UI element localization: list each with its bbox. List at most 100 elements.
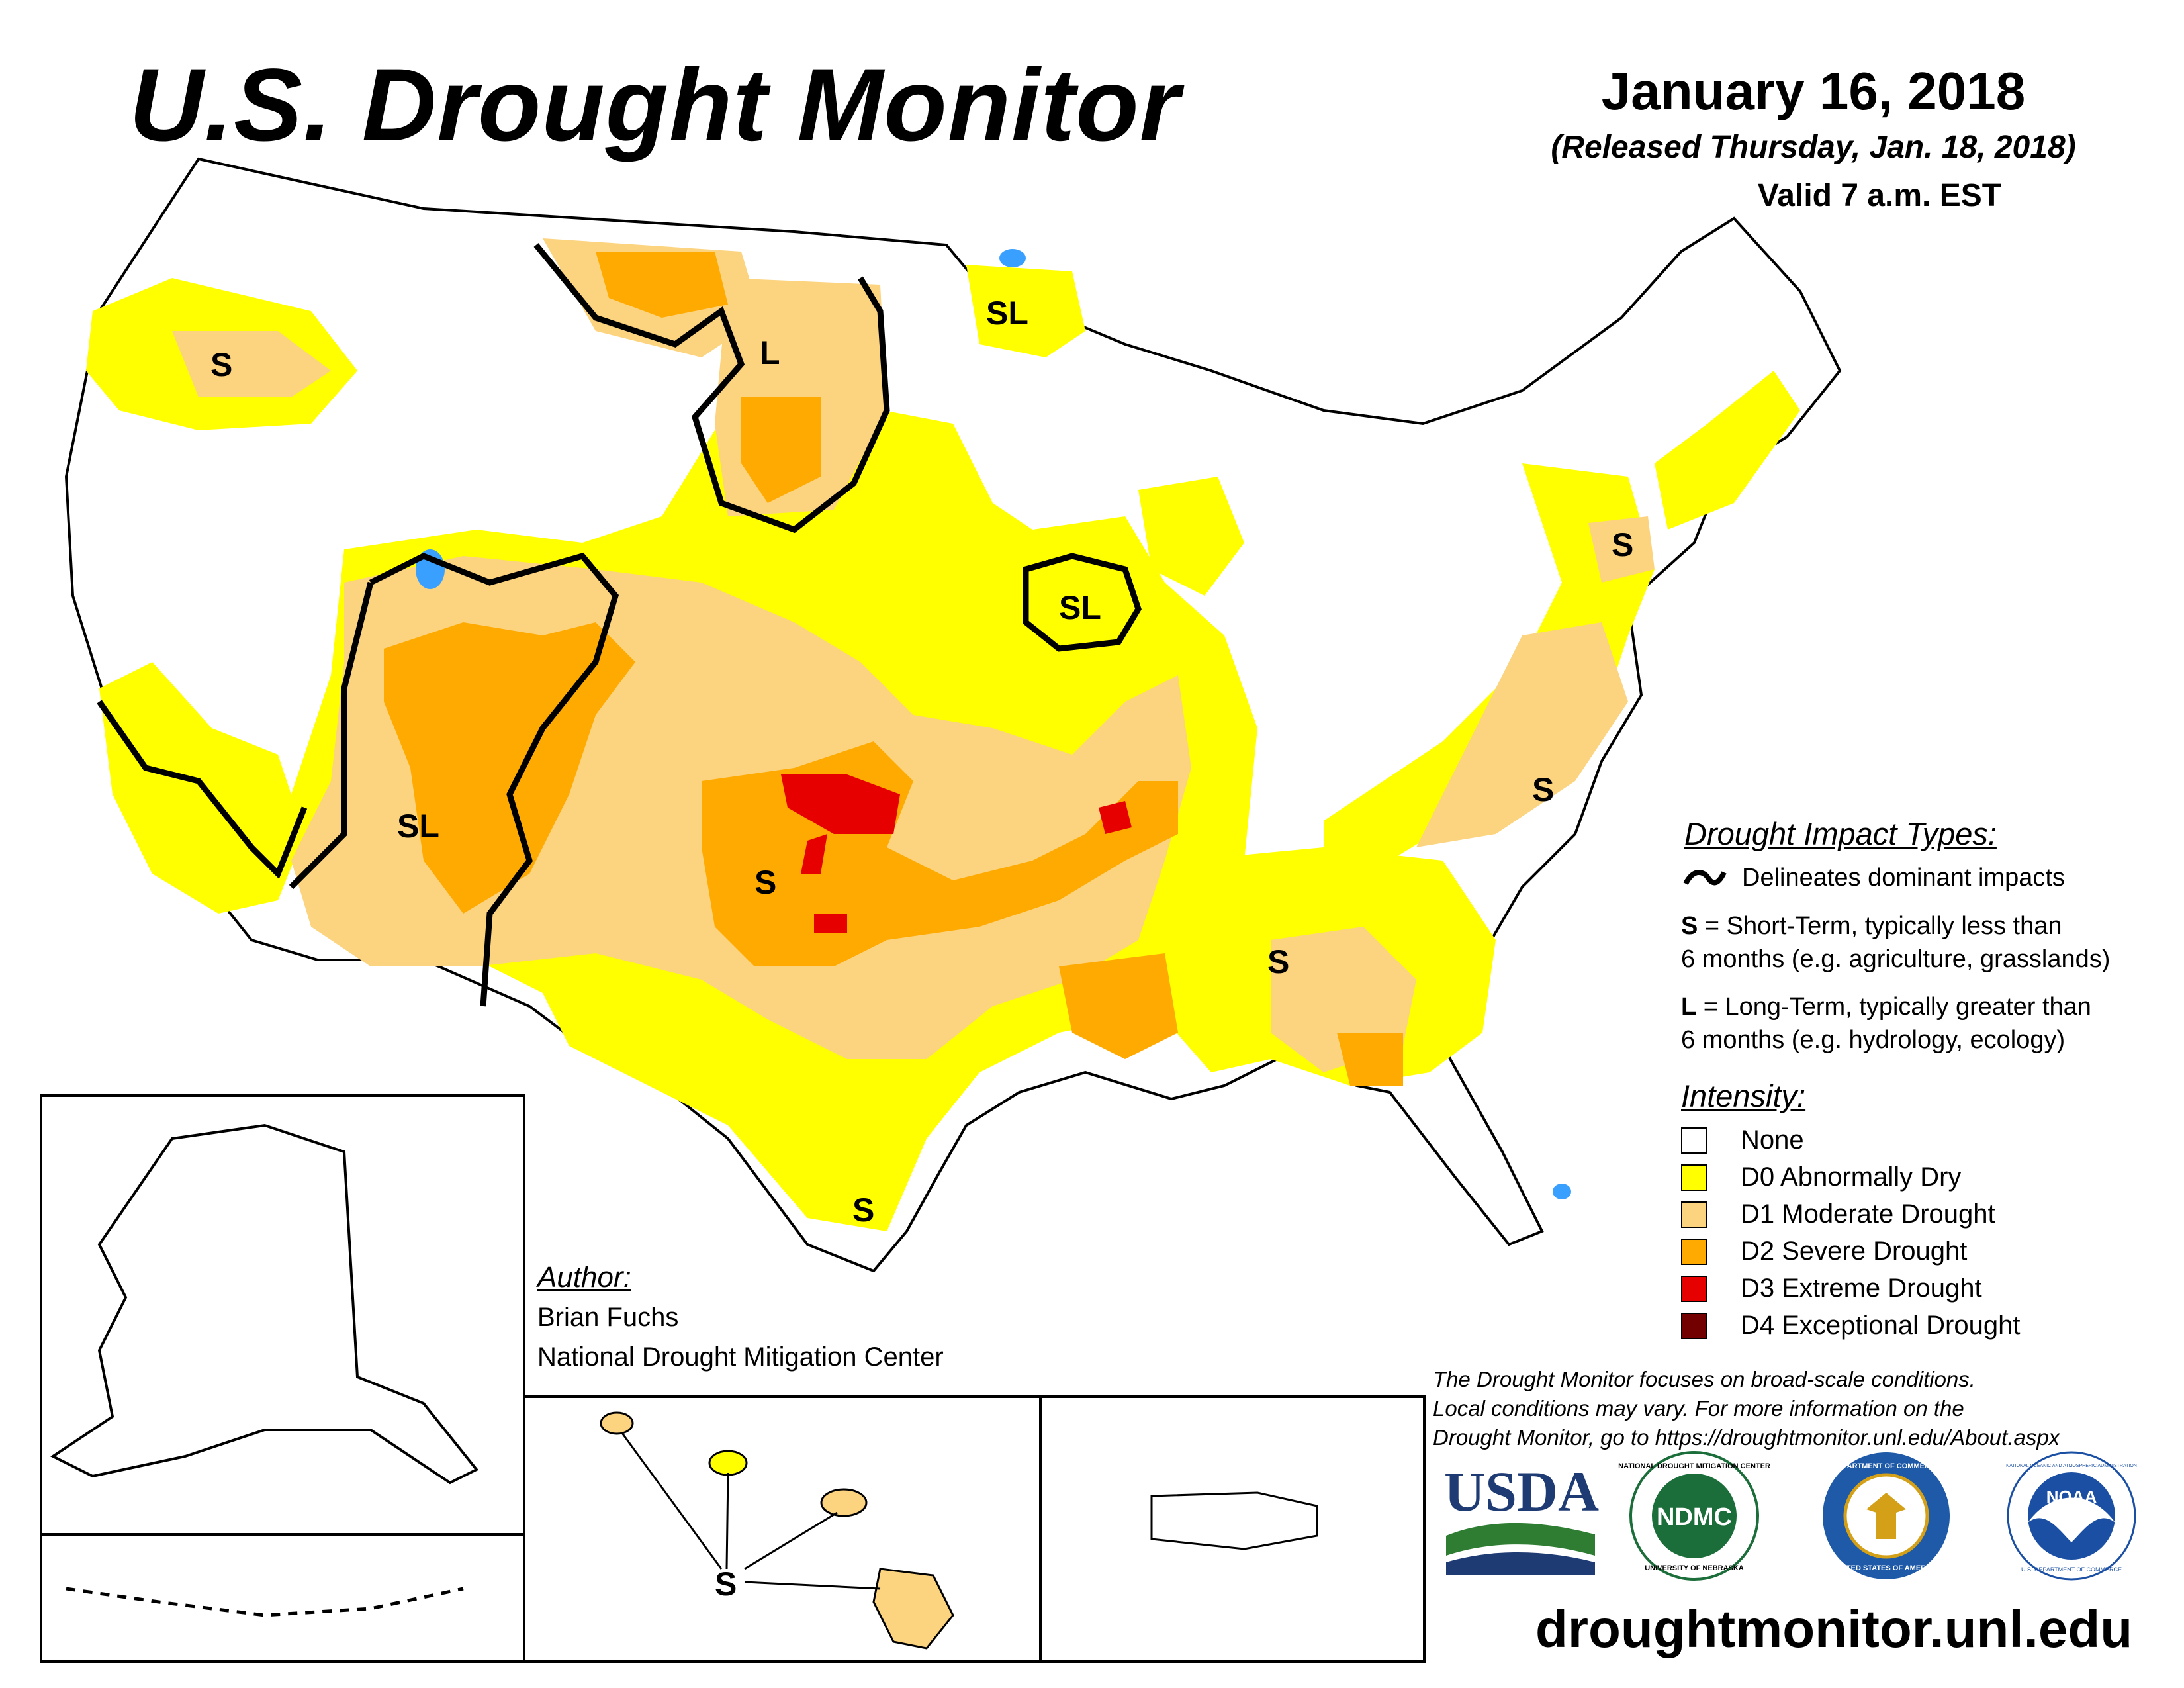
- noaa-wordmark: NOAA: [2046, 1487, 2097, 1507]
- usda-logo: USDA: [1444, 1460, 1599, 1575]
- impact-label: S: [210, 346, 232, 383]
- usda-swoosh: [1446, 1523, 1595, 1556]
- pointer-maui: [744, 1511, 838, 1570]
- d0-north-dakota: [966, 265, 1085, 357]
- hawaii-box: [523, 1395, 1042, 1663]
- legend-label: D2 Severe Drought: [1741, 1237, 1968, 1266]
- pointer-oahu: [725, 1472, 729, 1570]
- d0-new-england: [1655, 371, 1800, 530]
- legend-swatch: [1681, 1312, 1707, 1339]
- legend-item-d0: D0 Abnormally Dry: [1681, 1162, 1961, 1192]
- ndmc-ring-bottom: UNIVERSITY OF NEBRASKA: [1645, 1564, 1744, 1572]
- legend-item-d4: D4 Exceptional Drought: [1681, 1311, 2020, 1340]
- d1-oregon: [172, 331, 331, 397]
- d3-arkansas-missouri: [1099, 801, 1132, 834]
- impact-label: S: [715, 1566, 737, 1603]
- long-term-key: L: [1681, 993, 1697, 1021]
- noaa-logo: NOAA NATIONAL OCEANIC AND ATMOSPHERIC AD…: [2006, 1451, 2137, 1581]
- release-date: (Released Thursday, Jan. 18, 2018): [1551, 130, 2076, 165]
- d0-upper-midwest: [1138, 477, 1244, 596]
- puerto-rico-shape: [1150, 1491, 1318, 1550]
- impact-line-iowa: [1023, 553, 1142, 652]
- hawaii-big-island: [872, 1568, 954, 1650]
- d1-virginia-carolinas: [1416, 622, 1628, 847]
- commerce-ring-text: DEPARTMENT OF COMMERCE: [1833, 1462, 1940, 1470]
- long-term-text: = Long-Term, typically greater than: [1696, 993, 2091, 1021]
- d3-oklahoma-panhandle: [781, 774, 900, 834]
- commerce-logo: DEPARTMENT OF COMMERCE UNITED STATES OF …: [1823, 1452, 1950, 1579]
- pointer-big-island: [744, 1581, 881, 1590]
- impact-line-southwest: [369, 552, 619, 1007]
- impact-line-montana: [533, 243, 890, 534]
- legend-label: None: [1741, 1125, 1804, 1154]
- alaska-inset: [40, 1094, 525, 1663]
- d2-arkansas: [1059, 953, 1178, 1059]
- d0-east: [1324, 463, 1655, 861]
- legend-item-d2: D2 Severe Drought: [1681, 1237, 1967, 1266]
- noaa-bird-icon: [2028, 1497, 2115, 1542]
- impact-lines: [97, 243, 1142, 1007]
- impact-line-california: [97, 700, 308, 880]
- ndmc-logo: NDMC NATIONAL DROUGHT MITIGATION CENTER …: [1618, 1451, 1770, 1581]
- legend-swatch: [1681, 1164, 1707, 1191]
- disclaimer-line: The Drought Monitor focuses on broad-sca…: [1433, 1367, 1976, 1391]
- impact-label: SL: [397, 808, 439, 845]
- hawaii-oahu: [708, 1450, 748, 1476]
- legend-label: D0 Abnormally Dry: [1741, 1162, 1962, 1192]
- hawaii-pointer-lines: [621, 1432, 881, 1590]
- impact-label: SL: [986, 295, 1028, 332]
- impact-label: SL: [1059, 589, 1101, 626]
- short-term-description-2: 6 months (e.g. agriculture, grasslands): [1681, 945, 2111, 973]
- impact-label: L: [760, 334, 780, 371]
- disclaimer: The Drought Monitor focuses on broad-sca…: [1433, 1365, 2174, 1452]
- short-term-description: S = Short-Term, typically less than: [1681, 912, 2062, 941]
- intensity-legend-title: Intensity:: [1681, 1078, 1806, 1113]
- impact-label: S: [852, 1192, 874, 1229]
- author-title: Author:: [537, 1261, 631, 1293]
- legend-swatch: [1681, 1238, 1707, 1265]
- d3-regions: [781, 774, 1132, 933]
- usda-swoosh-lower: [1446, 1552, 1595, 1575]
- short-term-key: S: [1681, 912, 1698, 940]
- d2-dakota: [741, 397, 821, 503]
- impact-label: S: [754, 864, 776, 901]
- disclaimer-line: Local conditions may vary. For more info…: [1433, 1396, 1964, 1421]
- website-url[interactable]: droughtmonitor.unl.edu: [1535, 1599, 2133, 1658]
- hawaii-maui: [820, 1488, 868, 1517]
- valid-time: Valid 7 a.m. EST: [1757, 178, 2002, 213]
- map-date: January 16, 2018: [1601, 62, 2026, 120]
- author-name: Brian Fuchs: [537, 1303, 679, 1332]
- ndmc-wordmark: NDMC: [1657, 1503, 1732, 1531]
- noaa-ring-bottom: U.S. DEPARTMENT OF COMMERCE: [2021, 1566, 2122, 1573]
- d3-oklahoma-south: [814, 914, 847, 933]
- legend-label: D1 Moderate Drought: [1741, 1199, 1995, 1229]
- legend-item-d3: D3 Extreme Drought: [1681, 1274, 1982, 1303]
- commerce-ring-bottom: UNITED STATES OF AMERICA: [1834, 1564, 1938, 1572]
- long-term-description: L = Long-Term, typically greater than: [1681, 993, 2091, 1021]
- author-organization: National Drought Mitigation Center: [537, 1342, 944, 1372]
- map-title: U.S. Drought Monitor: [129, 48, 1181, 163]
- agency-logos: USDA NDMC NATIONAL DROUGHT MITIGATION CE…: [1444, 1451, 2137, 1581]
- puerto-rico-inset: [1039, 1395, 1426, 1663]
- legend-label: D4 Exceptional Drought: [1741, 1311, 2021, 1340]
- legend-item-none: None: [1681, 1125, 1804, 1155]
- impact-line-description: Delineates dominant impacts: [1742, 864, 2065, 892]
- long-term-description-2: 6 months (e.g. hydrology, ecology): [1681, 1026, 2066, 1054]
- usda-wordmark: USDA: [1444, 1460, 1599, 1523]
- disclaimer-line: Drought Monitor, go to https://droughtmo…: [1433, 1425, 2060, 1450]
- impact-line-symbol: [1683, 870, 1727, 886]
- legend-label: D3 Extreme Drought: [1741, 1274, 1982, 1303]
- hawaii-inset: S: [523, 1395, 1042, 1663]
- short-term-text: = Short-Term, typically less than: [1698, 912, 2062, 940]
- d2-montana: [596, 252, 728, 318]
- impact-line-utah: [289, 581, 374, 890]
- legend-swatch: [1681, 1275, 1707, 1302]
- d1-pennsylvania: [1588, 516, 1655, 583]
- lake-of-the-woods: [999, 249, 1026, 267]
- impact-legend-title: Drought Impact Types:: [1684, 816, 1997, 851]
- noaa-ring-text: NATIONAL OCEANIC AND ATMOSPHERIC ADMINIS…: [2006, 1464, 2137, 1468]
- ndmc-inner: [1652, 1474, 1737, 1558]
- impact-labels: S L SL SL SL S S S S S: [210, 295, 1633, 1229]
- pointer-kauai: [621, 1432, 723, 1570]
